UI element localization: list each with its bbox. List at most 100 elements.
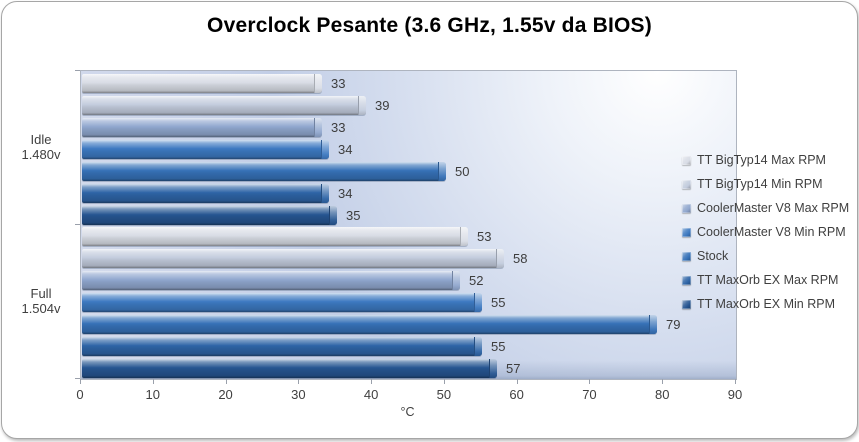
bar-value-label: 39 [375, 98, 390, 113]
bar-end-cap [314, 74, 322, 93]
bar-end-cap [474, 293, 482, 312]
y-category-label-line: 1.480v [21, 147, 61, 162]
x-tick-label: 0 [76, 387, 84, 402]
x-tick-label: 50 [436, 387, 452, 402]
bar-value-label: 79 [666, 317, 681, 332]
x-tick-label: 60 [509, 387, 524, 402]
plot-area: 33 39 33 34 50 34 35 53 58 52 55 79 55 57 [80, 70, 737, 380]
x-axis-tick [443, 379, 445, 384]
bar [82, 74, 322, 93]
bar-end-cap [438, 162, 446, 181]
bar-row: 79 [82, 315, 737, 334]
bar-row: 50 [82, 162, 737, 181]
legend-marker-icon [682, 204, 691, 213]
legend-label: Stock [697, 249, 729, 263]
legend-label: CoolerMaster V8 Min RPM [697, 225, 846, 239]
bar-value-label: 53 [477, 229, 492, 244]
x-tick-label: 30 [291, 387, 306, 402]
bar-value-label: 55 [491, 339, 506, 354]
bar-value-label: 57 [506, 361, 521, 376]
bar-row: 35 [82, 206, 737, 225]
bar-row: 33 [82, 74, 737, 93]
x-axis-tick [589, 379, 591, 384]
y-axis-tick [75, 378, 80, 379]
x-axis-tick [225, 379, 227, 384]
legend-label: TT BigTyp14 Max RPM [697, 153, 826, 167]
legend-marker-icon [682, 156, 691, 165]
bar [82, 206, 337, 225]
legend-item: TT BigTyp14 Max RPM [682, 153, 849, 169]
legend-item: Stock [682, 249, 849, 265]
bar-end-cap [496, 249, 504, 268]
bar [82, 249, 504, 268]
bar-row: 33 [82, 118, 737, 137]
bar [82, 227, 468, 246]
x-tick-label: 80 [654, 387, 670, 402]
bar-end-cap [474, 337, 482, 356]
bar-value-label: 34 [338, 142, 353, 157]
bar [82, 337, 482, 356]
bar-value-label: 33 [331, 76, 346, 91]
y-axis-tick [75, 70, 80, 71]
legend-item: TT MaxOrb EX Min RPM [682, 297, 849, 313]
x-axis-tick [735, 379, 736, 384]
legend-label: TT BigTyp14 Min RPM [697, 177, 823, 191]
chart-title: Overclock Pesante (3.6 GHz, 1.55v da BIO… [207, 14, 652, 37]
bar-value-label: 35 [346, 208, 361, 223]
bar-row: 34 [82, 140, 737, 159]
x-axis-tick [80, 379, 81, 384]
bar-end-cap [329, 206, 337, 225]
bar-row: 34 [82, 184, 737, 203]
legend: TT BigTyp14 Max RPM TT BigTyp14 Min RPM Co… [682, 153, 849, 321]
bar-group-idle: 33 39 33 34 50 34 35 [82, 74, 737, 228]
legend-marker-icon [682, 252, 691, 261]
bar-value-label: 52 [469, 273, 484, 288]
bar-end-cap [314, 118, 322, 137]
y-category-label: Idle 1.480v [8, 132, 74, 162]
bar [82, 184, 329, 203]
bar-row: 53 [82, 227, 737, 246]
bar-end-cap [321, 184, 329, 203]
legend-marker-icon [682, 276, 691, 285]
x-axis-title: °C [400, 405, 415, 419]
x-tick-label: 40 [363, 387, 379, 402]
x-tick-label: 20 [218, 387, 233, 402]
bar-row: 39 [82, 96, 737, 115]
bar-value-label: 55 [491, 295, 506, 310]
x-tick-label: 90 [727, 387, 743, 402]
y-category-label-line: 1.504v [21, 301, 61, 316]
bar-row: 58 [82, 249, 737, 268]
legend-label: CoolerMaster V8 Max RPM [697, 201, 850, 215]
bar [82, 271, 460, 290]
bar-end-cap [489, 359, 497, 378]
x-axis-tick [152, 379, 154, 384]
bar-row: 55 [82, 337, 737, 356]
bar [82, 359, 497, 378]
bar-group-full: 53 58 52 55 79 55 57 [82, 227, 737, 381]
bar-end-cap [358, 96, 366, 115]
bar-value-label: 33 [331, 120, 346, 135]
legend-marker-icon [682, 180, 691, 189]
bar [82, 315, 657, 334]
bar-end-cap [649, 315, 657, 334]
x-axis-tick [298, 379, 300, 384]
x-tick-label: 70 [582, 387, 597, 402]
legend-marker-icon [682, 228, 691, 237]
legend-item: TT MaxOrb EX Max RPM [682, 273, 849, 289]
legend-item: CoolerMaster V8 Max RPM [682, 201, 849, 217]
x-tick-label: 10 [145, 387, 160, 402]
y-category-label-line: Full [30, 286, 52, 301]
legend-item: TT BigTyp14 Min RPM [682, 177, 849, 193]
x-axis-tick [662, 379, 664, 384]
bar-end-cap [321, 140, 329, 159]
bar [82, 162, 446, 181]
bar-row: 57 [82, 359, 737, 378]
y-category-label: Full 1.504v [8, 286, 74, 316]
legend-label: TT MaxOrb EX Min RPM [697, 297, 835, 311]
legend-label: TT MaxOrb EX Max RPM [697, 273, 839, 287]
y-axis-tick [75, 224, 80, 225]
bar [82, 140, 329, 159]
y-category-label-line: Idle [30, 132, 52, 147]
bar-value-label: 58 [513, 251, 528, 266]
